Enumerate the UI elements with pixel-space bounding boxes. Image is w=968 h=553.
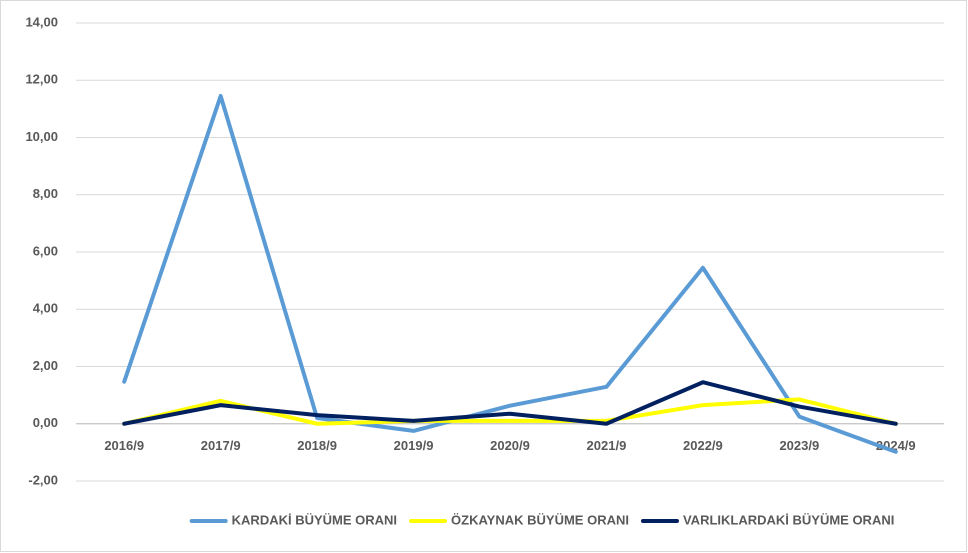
y-tick-label: 14,00 <box>25 14 58 29</box>
x-tick-label: 2017/9 <box>201 438 241 453</box>
x-tick-label: 2021/9 <box>587 438 627 453</box>
line <box>122 93 898 454</box>
line <box>122 380 898 426</box>
x-tick-label: 2023/9 <box>779 438 819 453</box>
x-tick-label: 2022/9 <box>683 438 723 453</box>
y-tick-label: 2,00 <box>33 358 58 373</box>
legend-label: VARLIKLARDAKİ BÜYÜME ORANI <box>683 512 894 527</box>
y-tick-label: 6,00 <box>33 243 58 258</box>
legend-label: KARDAKİ BÜYÜME ORANI <box>232 512 397 527</box>
y-tick-label: -2,00 <box>28 472 58 487</box>
legend-label: ÖZKAYNAK BÜYÜME ORANI <box>451 512 629 527</box>
x-tick-label: 2016/9 <box>104 438 144 453</box>
x-tick-label: 2018/9 <box>297 438 337 453</box>
y-tick-label: 0,00 <box>33 415 58 430</box>
x-tick-label: 2019/9 <box>394 438 434 453</box>
y-tick-label: 4,00 <box>33 301 58 316</box>
x-tick-label: 2020/9 <box>490 438 530 453</box>
y-tick-label: 8,00 <box>33 186 58 201</box>
y-tick-label: 10,00 <box>25 129 58 144</box>
y-tick-label: 12,00 <box>25 72 58 87</box>
